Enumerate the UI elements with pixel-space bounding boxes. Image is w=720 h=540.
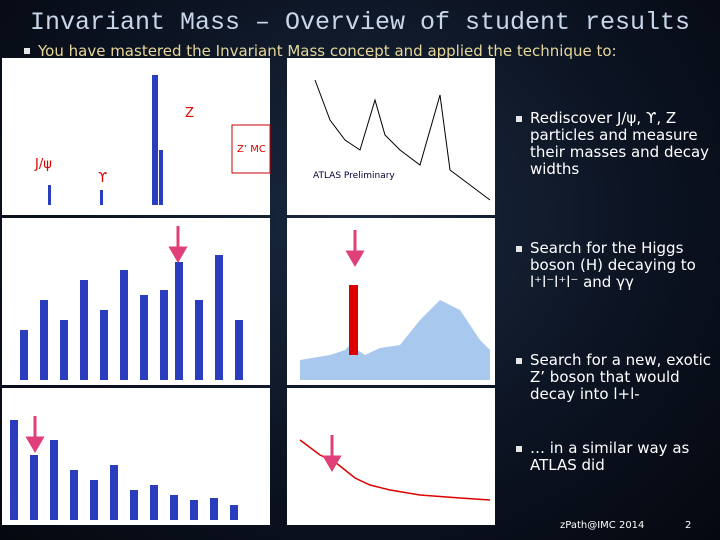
histogram bbox=[20, 255, 243, 380]
plot-bar bbox=[159, 150, 163, 205]
plot-panel bbox=[287, 58, 495, 215]
histogram bbox=[10, 420, 238, 520]
plot-panel bbox=[287, 388, 495, 525]
label-box bbox=[231, 124, 271, 174]
bullet: … in a similar way as ATLAS did bbox=[516, 440, 715, 474]
bullet: Search for the Higgs boson (H) decaying … bbox=[516, 240, 715, 291]
plot-label: ϒ bbox=[98, 171, 107, 186]
plot-curve bbox=[314, 79, 491, 201]
bullet: Rediscover J/ψ, ϒ, Z particles and measu… bbox=[516, 110, 715, 178]
plot-peak bbox=[349, 285, 358, 355]
bullet: Search for a new, exotic Z’ boson that w… bbox=[516, 352, 715, 403]
plot-bar bbox=[152, 75, 158, 205]
plot-panel bbox=[2, 58, 270, 215]
plot-label: Z’ MC bbox=[237, 144, 266, 155]
plot-bar bbox=[48, 185, 51, 205]
plot-label: J/ψ bbox=[34, 157, 52, 172]
slide-title: Invariant Mass – Overview of student res… bbox=[29, 8, 691, 37]
subtitle: You have mastered the Invariant Mass con… bbox=[24, 42, 617, 60]
plot-area bbox=[300, 300, 490, 380]
plot-bar bbox=[100, 190, 103, 205]
plot-label: Z bbox=[185, 106, 194, 121]
footer: zPath@IMC 2014 bbox=[560, 520, 645, 531]
page-number: 2 bbox=[685, 520, 692, 531]
plot-label: ATLAS Preliminary bbox=[313, 171, 395, 181]
arrows bbox=[25, 226, 365, 472]
